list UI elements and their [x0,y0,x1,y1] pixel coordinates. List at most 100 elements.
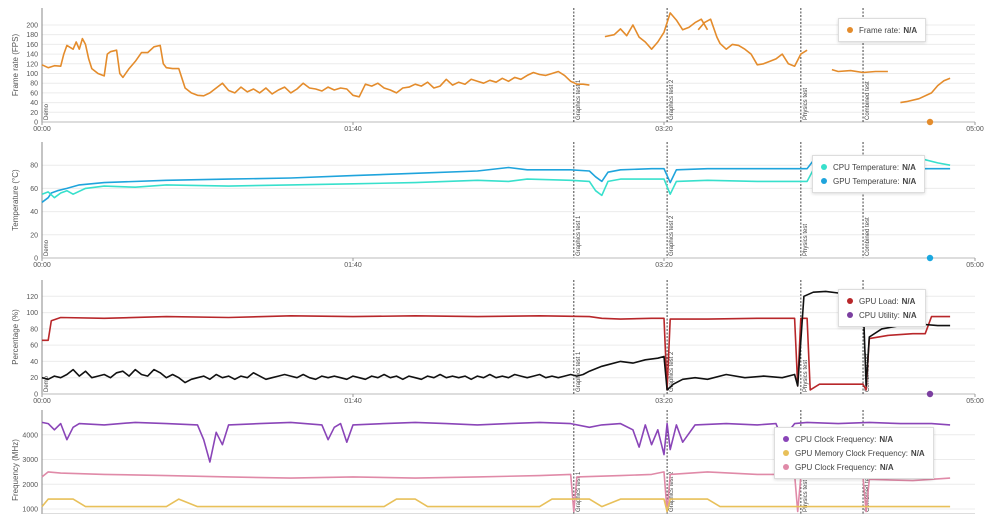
legend-label: Frame rate: [859,25,901,35]
test-marker-label: Demo [44,239,50,256]
legend-entry[interactable]: GPU Clock Frequency: N/A [783,460,925,474]
legend-dot-icon [783,450,789,456]
legend-value: N/A [902,176,917,186]
y-tick-label: 2000 [22,482,38,489]
legend-dot-icon [783,464,789,470]
legend-value: N/A [903,25,918,35]
legend-value: N/A [910,448,925,458]
series-line [41,421,951,463]
x-tick-label: 05:00 [966,262,984,269]
series-line [41,37,590,98]
legend-label: GPU Load: [859,296,899,306]
test-marker-label: Physics test [803,224,809,256]
legend-entry[interactable]: GPU Load: N/A [847,294,917,308]
y-tick-label: 20 [30,375,38,382]
x-tick-label: 05:00 [966,126,984,133]
test-marker-label: Graphics test 1 [576,215,582,256]
legend-dot-icon [847,298,853,304]
legend-label: CPU Utility: [859,310,900,320]
y-tick-label: 3000 [22,457,38,464]
legend-dot-icon [821,164,827,170]
x-tick-label: 01:40 [344,262,362,269]
y-tick-label: 40 [30,100,38,107]
y-tick-label: 120 [26,61,38,68]
legend-dot-icon [783,436,789,442]
legend-value: N/A [879,434,894,444]
legend-value: N/A [902,310,917,320]
test-marker-label: Physics test [803,88,809,120]
series-line [41,290,951,391]
legend-value: N/A [902,162,916,172]
test-marker-label: Physics test [803,480,809,512]
series-line [900,77,951,104]
x-tick-label: 00:00 [33,126,51,133]
legend: Frame rate: N/A [838,18,927,42]
legend-entry[interactable]: CPU Temperature: N/A [821,160,916,174]
legend-label: GPU Clock Frequency: [795,462,877,472]
y-tick-label: 80 [30,81,38,88]
y-tick-label: 60 [30,343,38,350]
chart-panel-3: 0 20 40 60 80 100 120 00:00 01:40 03:20 05:00 Perce… [11,280,984,405]
x-tick-label: 03:20 [655,398,673,405]
legend-entry[interactable]: Frame rate: N/A [847,23,917,37]
test-marker-label: Graphics test 2 [669,79,675,120]
test-marker-label: Graphics test 1 [576,79,582,120]
x-tick-label: 03:20 [655,262,673,269]
x-tick-label: 00:00 [33,262,51,269]
test-marker-label: Graphics test 2 [669,215,675,256]
legend-value: N/A [901,296,916,306]
y-tick-label: 0 [34,256,38,263]
y-tick-label: 60 [30,186,38,193]
y-tick-label: 80 [30,326,38,333]
test-marker-label: Demo [44,375,50,392]
y-tick-label: 20 [30,232,38,239]
legend: GPU Load: N/A CPU Utility: N/A [838,289,926,327]
series-line [41,498,951,513]
y-tick-label: 200 [26,22,38,29]
x-tick-label: 03:20 [655,126,673,133]
legend-entry[interactable]: CPU Utility: N/A [847,308,917,322]
y-axis-label: Frame rate (FPS) [11,34,20,97]
test-marker-label: Graphics test 1 [576,471,582,512]
legend-label: GPU Temperature: [833,176,900,186]
legend: CPU Clock Frequency: N/A GPU Memory Clock … [774,427,934,479]
y-axis-label: Frequency (MHz) [11,439,20,501]
y-tick-label: 120 [26,294,38,301]
y-axis-label: Temperature (°C) [11,169,20,231]
test-marker-label: Combined test [865,217,871,256]
y-tick-label: 80 [30,163,38,170]
chart-panel-1: 0 20 40 60 80 100 120 140 160 180 200 00:00 01:40 03:… [11,8,984,133]
y-tick-label: 0 [34,392,38,399]
series-line [604,12,709,51]
y-axis-label: Percentage (%) [11,309,20,365]
series-end-dot [926,390,934,398]
test-marker-label: Physics test [803,360,809,392]
test-marker-label: Graphics test 2 [669,351,675,392]
legend-entry[interactable]: CPU Clock Frequency: N/A [783,432,925,446]
y-tick-label: 40 [30,209,38,216]
series-line [42,314,951,391]
legend-dot-icon [847,312,853,318]
legend-dot-icon [847,27,853,33]
y-tick-label: 100 [26,310,38,317]
series-line [697,18,808,67]
legend-label: GPU Memory Clock Frequency: [795,448,908,458]
y-tick-label: 1000 [22,507,38,514]
y-tick-label: 4000 [22,432,38,439]
x-tick-label: 00:00 [33,398,51,405]
series-end-dot [926,254,934,262]
legend-dot-icon [821,178,827,184]
y-tick-label: 160 [26,42,38,49]
legend: CPU Temperature: N/A GPU Temperature: N/A [812,155,926,193]
legend-label: CPU Clock Frequency: [795,434,877,444]
y-tick-label: 0 [34,120,38,127]
x-tick-label: 01:40 [344,398,362,405]
legend-entry[interactable]: GPU Memory Clock Frequency: N/A [783,446,925,460]
y-tick-label: 180 [26,32,38,39]
series-end-dot [926,118,934,126]
legend-entry[interactable]: GPU Temperature: N/A [821,174,916,188]
legend-label: CPU Temperature: [833,162,900,172]
legend-value: N/A [879,462,894,472]
